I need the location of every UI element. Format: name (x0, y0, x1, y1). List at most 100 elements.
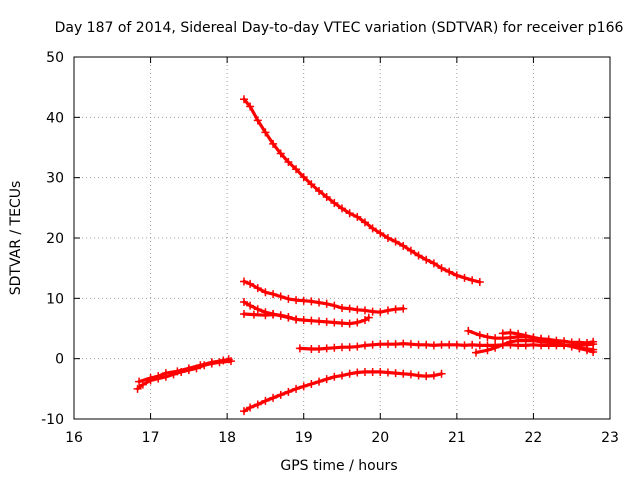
data-point (239, 310, 248, 319)
y-tick-label: 20 (46, 231, 64, 247)
data-point (472, 348, 480, 357)
x-tick-label: 21 (448, 430, 466, 446)
data-point (567, 341, 576, 350)
data-point (173, 367, 182, 376)
data-point (491, 343, 500, 352)
data-point (345, 319, 354, 328)
data-point (330, 318, 339, 327)
data-point (391, 305, 400, 314)
data-point (353, 318, 362, 327)
series-line (136, 359, 233, 391)
data-point (364, 313, 373, 322)
data-point (452, 271, 461, 280)
data-point (284, 294, 293, 303)
data-point (338, 371, 346, 380)
data-point (445, 267, 454, 276)
data-point (383, 340, 392, 349)
data-point (269, 139, 278, 148)
data-point (376, 308, 385, 317)
data-point (246, 279, 255, 288)
data-point (353, 342, 362, 351)
data-point (429, 341, 438, 350)
data-point (376, 229, 385, 238)
data-point (269, 310, 278, 319)
data-point (514, 329, 523, 338)
y-tick-label: 10 (46, 291, 64, 307)
data-point (391, 369, 400, 378)
chart-title: Day 187 of 2014, Sidereal Day-to-day VTE… (55, 20, 624, 36)
x-tick-label: 18 (218, 430, 236, 446)
data-point (196, 361, 205, 370)
data-point (224, 355, 233, 364)
data-series (133, 95, 598, 416)
data-point (575, 343, 584, 352)
y-tick-label: 50 (46, 50, 64, 66)
data-point (483, 332, 492, 341)
data-point (315, 298, 324, 307)
data-point (322, 375, 331, 384)
data-point (422, 340, 431, 349)
y-tick-label: 0 (55, 352, 64, 368)
data-point (338, 303, 346, 312)
data-point (239, 407, 248, 416)
data-point (292, 165, 301, 174)
data-point (322, 299, 331, 308)
data-point (406, 340, 415, 349)
data-point (154, 372, 163, 381)
data-point (475, 278, 484, 287)
data-point (253, 305, 262, 314)
data-point (261, 128, 270, 137)
data-point (295, 344, 304, 353)
y-tick-label: 30 (46, 171, 64, 187)
data-point (261, 311, 270, 320)
data-point (269, 290, 278, 299)
data-point (391, 237, 400, 246)
data-point (460, 273, 469, 282)
data-point (368, 367, 377, 376)
data-point (269, 393, 278, 402)
y-tick-labels: -10 0 10 20 30 40 50 (41, 50, 64, 428)
data-point (391, 340, 400, 349)
data-point (589, 345, 598, 354)
data-point (315, 345, 324, 354)
data-point (299, 382, 308, 391)
x-tick-label: 20 (371, 430, 389, 446)
data-point (544, 337, 553, 346)
data-point (464, 326, 473, 335)
data-point (292, 296, 301, 305)
data-point (345, 304, 354, 313)
data-point (452, 340, 461, 349)
data-point (276, 390, 285, 399)
data-point (360, 367, 369, 376)
data-point (437, 369, 446, 378)
x-tick-label: 16 (65, 430, 83, 446)
data-point (360, 306, 369, 315)
data-point (406, 370, 415, 379)
y-tick-label: 40 (46, 110, 64, 126)
data-point (284, 387, 293, 396)
data-point (383, 234, 392, 242)
data-point (360, 341, 369, 350)
data-point (239, 95, 248, 104)
data-point (133, 384, 142, 393)
data-point (353, 212, 362, 221)
data-point (399, 339, 408, 348)
data-point (315, 377, 324, 386)
data-point (299, 296, 308, 305)
data-point (437, 264, 446, 273)
data-point (253, 400, 262, 409)
x-tick-label: 17 (142, 430, 160, 446)
data-point (284, 157, 293, 166)
x-tick-label: 22 (525, 430, 543, 446)
series-s7 (239, 367, 446, 416)
data-point (368, 307, 377, 316)
data-point (249, 310, 258, 319)
data-point (239, 277, 248, 286)
data-point (521, 331, 530, 340)
data-point (445, 340, 454, 349)
data-point (284, 313, 293, 322)
data-point (383, 368, 392, 377)
data-point (353, 305, 362, 314)
data-point (589, 337, 598, 346)
